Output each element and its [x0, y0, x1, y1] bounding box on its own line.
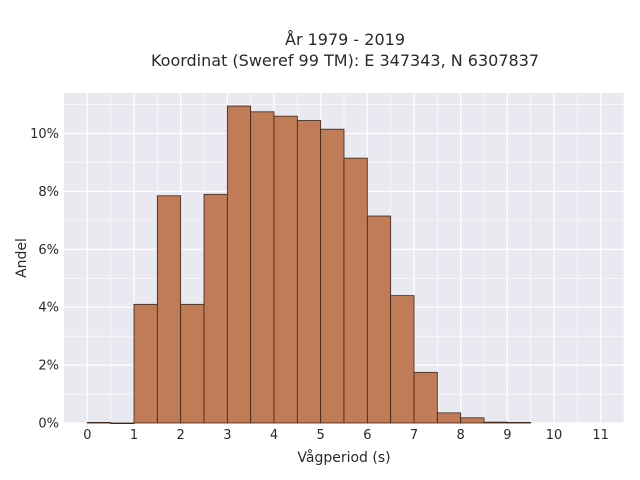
histogram-bar [296, 120, 322, 424]
x-tick-labels: 0 1 2 3 4 5 6 7 8 9 10 11 [83, 428, 609, 443]
x-tick-label: 10 [546, 428, 563, 443]
x-tick-label: 9 [503, 428, 511, 443]
x-tick-label: 7 [410, 428, 418, 443]
histogram-bar [86, 422, 112, 424]
histogram-bar [413, 371, 438, 424]
chart-title-line2: Koordinat (Sweref 99 TM): E 347343, N 63… [151, 51, 539, 70]
chart-title-line1: År 1979 - 2019 [285, 30, 405, 49]
y-tick-label: 8% [38, 185, 59, 200]
x-tick-label: 3 [223, 428, 231, 443]
histogram-bar [156, 195, 182, 424]
histogram-bar [110, 422, 135, 425]
y-tick-label: 0% [38, 417, 59, 432]
x-tick-label: 2 [177, 428, 185, 443]
histogram-bar [226, 105, 252, 424]
y-tick-label: 4% [38, 301, 59, 316]
y-tick-label: 10% [30, 127, 59, 142]
x-tick-label: 11 [592, 428, 609, 443]
x-tick-label: 0 [83, 428, 91, 443]
y-tick-label: 6% [38, 243, 59, 258]
histogram-bar [390, 295, 415, 424]
histogram-bar [133, 303, 158, 424]
x-tick-label: 8 [457, 428, 465, 443]
x-tick-label: 5 [317, 428, 325, 443]
x-tick-label: 1 [130, 428, 138, 443]
x-tick-label: 6 [363, 428, 371, 443]
y-tick-labels: 0% 2% 4% 6% 8% 10% [30, 127, 59, 431]
y-axis-label: Andel [14, 238, 30, 278]
bars [86, 105, 532, 425]
histogram-bar [366, 215, 392, 424]
y-tick-label: 2% [38, 359, 59, 374]
histogram-bar [320, 128, 345, 424]
histogram-bar [483, 421, 508, 424]
histogram-bar [460, 417, 485, 424]
histogram-bar [273, 115, 298, 424]
histogram-bar [436, 412, 462, 424]
x-tick-label: 4 [270, 428, 278, 443]
histogram-bar [506, 422, 532, 424]
histogram-bar [203, 193, 228, 424]
histogram-bar [250, 111, 275, 424]
histogram-bar [180, 303, 205, 424]
histogram-bar [343, 157, 368, 424]
x-axis-label: Vågperiod (s) [297, 449, 390, 466]
